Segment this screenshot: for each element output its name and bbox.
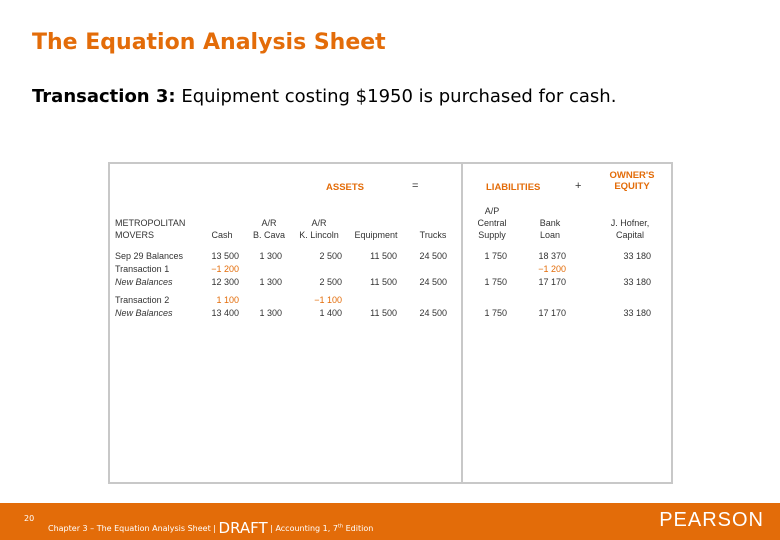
footer-sup: th xyxy=(337,523,344,530)
table-cell: −1 100 xyxy=(314,295,342,305)
column-header: Supply xyxy=(478,230,506,240)
row-label: Sep 29 Balances xyxy=(115,251,184,261)
row-label: Transaction 1 xyxy=(115,264,170,274)
table-cell: 1 300 xyxy=(259,277,282,287)
table-cell: 17 170 xyxy=(538,277,566,287)
column-header: A/R xyxy=(311,218,327,228)
column-header: Loan xyxy=(539,230,561,240)
table-cell: 1 750 xyxy=(484,277,507,287)
table-cell: 11 500 xyxy=(370,251,397,261)
equity-header-line-2: EQUITY xyxy=(614,181,650,192)
subtitle: Transaction 3: Equipment costing $1950 i… xyxy=(32,86,616,107)
column-header: A/R xyxy=(261,218,277,228)
column-header: Cash xyxy=(211,230,233,240)
column-header: Central xyxy=(477,218,507,228)
table-cell: 24 500 xyxy=(419,308,447,318)
table-cell: 1 300 xyxy=(259,308,282,318)
table-cell: 1 300 xyxy=(259,251,282,261)
footer-bar: 20 Chapter 3 – The Equation Analysis She… xyxy=(0,503,780,540)
footer-text: Chapter 3 – The Equation Analysis Sheet … xyxy=(48,519,373,537)
slide-title: The Equation Analysis Sheet xyxy=(32,30,386,55)
table-cell: 24 500 xyxy=(419,251,447,261)
table-cell: 1 100 xyxy=(216,295,239,305)
table-cell: 17 170 xyxy=(538,308,566,318)
table-cell: −1 200 xyxy=(538,264,566,274)
assets-liabilities-divider xyxy=(461,164,463,482)
column-header: B. Cava xyxy=(252,230,285,240)
equation-analysis-table: ASSETS = LIABILITIES + OWNER'S EQUITY ME… xyxy=(108,162,673,484)
equals-sign: = xyxy=(412,180,419,192)
row-label: New Balances xyxy=(115,308,173,318)
assets-header: ASSETS xyxy=(326,182,365,193)
footer-book: | Accounting 1, 7 xyxy=(267,524,338,533)
table-cell: 2 500 xyxy=(319,277,342,287)
page-number: 20 xyxy=(24,514,35,523)
table-cell: 12 300 xyxy=(211,277,239,287)
column-header-prefix: A/P xyxy=(484,206,500,216)
column-header: Trucks xyxy=(419,230,447,240)
company-name-line-1: METROPOLITAN xyxy=(115,218,186,228)
table-cell: −1 200 xyxy=(211,264,239,274)
transaction-description: Equipment costing $1950 is purchased for… xyxy=(175,86,617,107)
table-cell: 1 750 xyxy=(484,308,507,318)
row-label: New Balances xyxy=(115,277,173,287)
liabilities-header: LIABILITIES xyxy=(486,182,541,193)
table-cell: 33 180 xyxy=(623,308,651,318)
column-header: K. Lincoln xyxy=(299,230,339,240)
table-cell: 11 500 xyxy=(370,308,397,318)
table-cell: 33 180 xyxy=(623,251,651,261)
table-cell: 1 400 xyxy=(319,308,342,318)
pearson-logo: PEARSON xyxy=(659,509,764,531)
table-cell: 13 400 xyxy=(211,308,239,318)
column-header: Bank xyxy=(539,218,561,228)
table-cell: 18 370 xyxy=(538,251,566,261)
column-header: J. Hofner, xyxy=(610,218,650,228)
column-header: Equipment xyxy=(354,230,398,240)
footer-draft: DRAFT xyxy=(218,519,268,537)
equity-header-line-1: OWNER'S xyxy=(609,170,655,181)
table-cell: 24 500 xyxy=(419,277,447,287)
table-cell: 11 500 xyxy=(370,277,397,287)
table-cell: 2 500 xyxy=(319,251,342,261)
table-cell: 33 180 xyxy=(623,277,651,287)
plus-sign: + xyxy=(575,180,582,192)
table-cell: 13 500 xyxy=(211,251,239,261)
footer-edition: Edition xyxy=(343,524,374,533)
footer-chapter: Chapter 3 – The Equation Analysis Sheet … xyxy=(48,524,219,533)
column-header: Capital xyxy=(615,230,644,240)
table-cell: 1 750 xyxy=(484,251,507,261)
row-label: Transaction 2 xyxy=(115,295,170,305)
transaction-label: Transaction 3: xyxy=(32,86,176,107)
company-name-line-2: MOVERS xyxy=(115,230,155,240)
